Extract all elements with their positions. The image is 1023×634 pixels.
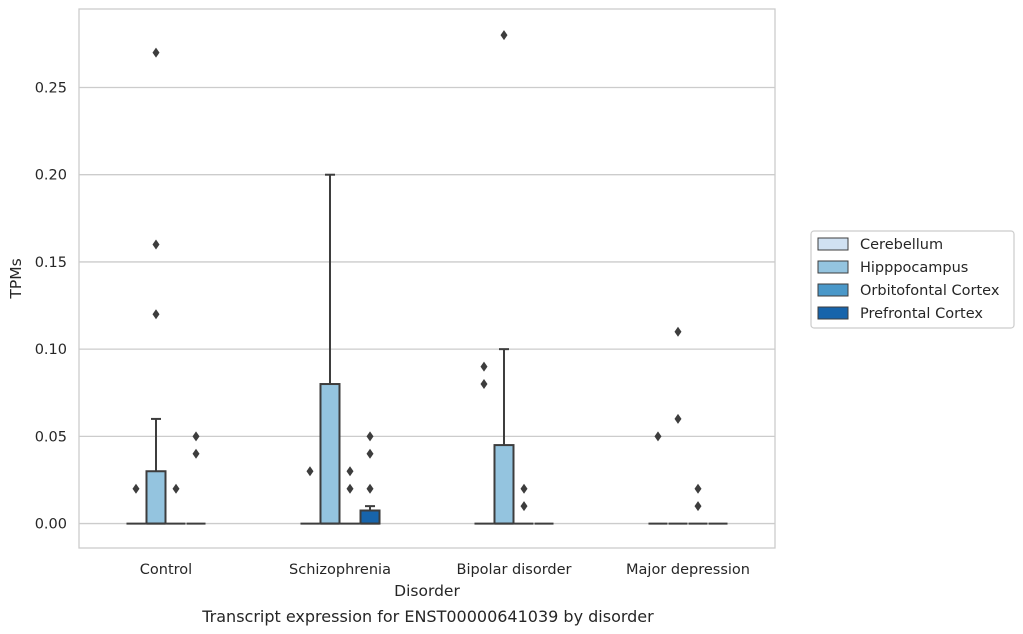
outlier-point — [152, 309, 160, 320]
legend-swatch — [817, 283, 849, 297]
outlier-point — [480, 379, 488, 390]
box-3-1 — [668, 326, 688, 525]
outlier-point — [366, 448, 374, 459]
box-3-2 — [688, 483, 708, 525]
x-tick-label: Control — [140, 562, 192, 578]
outlier-point — [172, 483, 180, 494]
x-tick-labels: Control Schizophrenia Bipolar disorder Majo… — [140, 562, 750, 578]
outlier-point — [520, 501, 528, 512]
box-0-1 — [145, 47, 167, 525]
box-1-3 — [359, 431, 381, 525]
outlier-point — [674, 413, 682, 424]
y-tick-label: 0.00 — [35, 517, 67, 533]
x-tick-label: Major depression — [626, 562, 750, 578]
box-1-1 — [319, 173, 341, 525]
outlier-point — [694, 483, 702, 494]
box-body — [359, 509, 381, 525]
outlier-point — [500, 30, 508, 41]
y-tick-label: 0.25 — [35, 80, 67, 96]
box-0-2 — [166, 483, 186, 525]
legend-frame — [810, 230, 1015, 329]
box-0-0 — [126, 483, 146, 525]
y-tick-label: 0.05 — [35, 429, 67, 445]
outlier-point — [346, 466, 354, 477]
outlier-point — [306, 466, 314, 477]
legend-entry-label: Cerebellum — [860, 237, 943, 253]
box-body — [493, 444, 515, 525]
box-1-2 — [340, 466, 360, 525]
box-2-1 — [493, 30, 515, 525]
box-3-0 — [648, 431, 668, 525]
legend: Cerebellum Hipppocampus Orbitofontal Corte… — [810, 230, 1015, 329]
box-2-2 — [514, 483, 534, 525]
chart-caption: Transcript expression for ENST0000064103… — [201, 607, 654, 626]
x-axis-label: Disorder — [394, 582, 460, 600]
box-body — [319, 383, 341, 525]
legend-entry-label: Prefrontal Cortex — [860, 306, 983, 322]
outlier-point — [694, 501, 702, 512]
outlier-point — [346, 483, 354, 494]
x-tick-label: Schizophrenia — [289, 562, 391, 578]
legend-entry-label: Orbitofontal Cortex — [860, 283, 1000, 299]
outlier-point — [152, 47, 160, 58]
outlier-point — [520, 483, 528, 494]
box-0-3 — [186, 431, 206, 525]
legend-swatch — [817, 306, 849, 320]
outlier-point — [654, 431, 662, 442]
legend-entry-label: Hipppocampus — [860, 260, 968, 276]
plot-area — [126, 30, 728, 525]
outlier-point — [152, 239, 160, 250]
box-1-0 — [300, 466, 320, 525]
x-tick-label: Bipolar disorder — [457, 562, 572, 578]
outlier-point — [674, 326, 682, 337]
outlier-point — [366, 431, 374, 442]
y-tick-labels: 0.00 0.05 0.10 0.15 0.20 0.25 — [35, 80, 67, 532]
box-2-0 — [474, 361, 494, 525]
grid-lines — [79, 86, 775, 525]
y-tick-label: 0.20 — [35, 168, 67, 184]
outlier-point — [366, 483, 374, 494]
axes-frame — [78, 8, 776, 549]
outlier-point — [192, 448, 200, 459]
outlier-point — [480, 361, 488, 372]
outlier-point — [192, 431, 200, 442]
y-axis-label: TPMs — [7, 258, 25, 299]
y-tick-label: 0.10 — [35, 342, 67, 358]
legend-swatch — [817, 237, 849, 251]
legend-swatch — [817, 260, 849, 274]
box-body — [145, 470, 167, 525]
outlier-point — [132, 483, 140, 494]
y-tick-label: 0.15 — [35, 255, 67, 271]
